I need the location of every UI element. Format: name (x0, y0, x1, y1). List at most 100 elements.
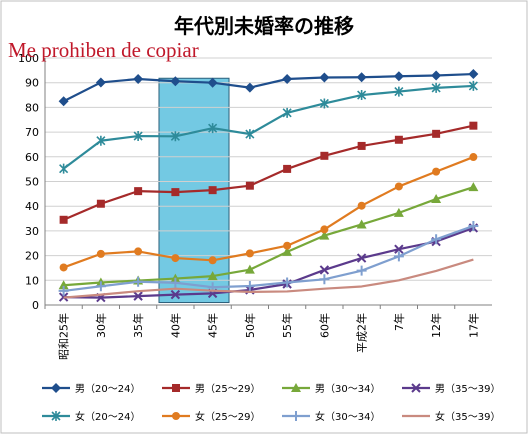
series-5 (59, 80, 478, 174)
data-point (208, 186, 217, 195)
series-7 (58, 220, 479, 296)
data-point (393, 207, 404, 217)
series-6 (59, 153, 478, 272)
legend-label: 男（20～24） (75, 383, 140, 395)
legend-item: 男（25～29） (162, 383, 260, 395)
y-tick-label: 100 (18, 52, 39, 65)
data-point (431, 234, 442, 245)
data-point (208, 123, 218, 134)
data-point (431, 82, 441, 93)
data-point (468, 182, 479, 192)
data-point (58, 96, 69, 107)
series-line (63, 124, 474, 221)
series-8 (63, 258, 474, 299)
y-tick-label: 80 (25, 101, 39, 114)
data-point (245, 249, 254, 258)
series-line (63, 72, 474, 103)
y-tick-label: 10 (25, 274, 39, 287)
data-point (319, 72, 330, 83)
x-tick-label: 50年 (243, 313, 257, 338)
data-point (319, 230, 330, 240)
data-point (356, 265, 367, 276)
data-point (282, 277, 293, 288)
data-point (58, 285, 69, 296)
data-point (96, 135, 106, 146)
legend-swatch-marker (411, 383, 421, 393)
watermark-overlay-text: Me prohiben de copiar (8, 38, 199, 62)
data-point (282, 107, 292, 118)
series-1 (58, 69, 479, 107)
chart-title: 年代別未婚率の推移 (174, 14, 354, 38)
data-point (319, 265, 330, 275)
data-point (245, 181, 254, 190)
data-point (59, 263, 68, 272)
legend-item: 女（35～39） (402, 410, 500, 423)
data-point (356, 253, 367, 263)
data-point (356, 72, 367, 83)
data-point (469, 153, 478, 162)
legend-swatch-marker (51, 411, 61, 421)
x-tick-label: 7年 (392, 313, 406, 331)
data-point (207, 77, 218, 88)
data-point (133, 276, 144, 287)
data-point (171, 188, 180, 197)
series-line (63, 186, 474, 287)
x-tick-label: 12年 (429, 313, 443, 338)
data-point (171, 254, 180, 263)
data-point (244, 82, 255, 93)
data-point (469, 121, 478, 130)
x-tick-label: 30年 (94, 313, 108, 338)
data-point (357, 90, 367, 101)
series-line (63, 258, 474, 299)
legend-item: 男（30～34） (282, 383, 380, 395)
series-line (63, 156, 474, 269)
data-point (431, 70, 442, 81)
data-point (393, 251, 404, 262)
data-point (95, 77, 106, 88)
y-tick-label: 90 (25, 77, 39, 90)
data-point (59, 215, 68, 224)
data-point (393, 71, 404, 82)
x-tick-label: 40年 (168, 313, 182, 338)
data-point (170, 289, 181, 300)
x-tick-label: 45年 (206, 313, 220, 338)
data-point (468, 69, 479, 80)
data-point (320, 225, 329, 234)
series-line (62, 84, 474, 170)
data-point (134, 247, 143, 256)
data-point (170, 277, 181, 288)
y-tick-label: 40 (25, 200, 39, 213)
data-point (282, 73, 293, 84)
legend-item: 女（25～29） (162, 410, 260, 423)
data-point (96, 199, 105, 208)
series-line (63, 226, 474, 299)
legend-item: 女（30～34） (282, 410, 380, 423)
data-point (319, 98, 329, 109)
legend-label: 女（20～24） (75, 410, 140, 423)
data-point (283, 164, 292, 173)
data-point (208, 256, 217, 265)
x-tick-label: 35年 (131, 313, 145, 338)
legend-swatch-marker (172, 412, 180, 420)
data-point (432, 167, 441, 176)
data-point (282, 246, 293, 256)
data-point (394, 182, 403, 191)
legend-label: 男（35～39） (435, 383, 500, 395)
data-point (133, 291, 143, 301)
data-point (134, 187, 143, 196)
legend-item: 男（20～24） (42, 383, 140, 395)
legend-item: 男（35～39） (402, 383, 500, 395)
data-point (244, 280, 255, 291)
data-point (58, 280, 69, 290)
data-point (133, 131, 143, 142)
legend-swatch-marker (172, 384, 180, 392)
data-point (431, 194, 442, 204)
legend-label: 男（25～29） (195, 383, 260, 395)
data-point (357, 141, 366, 150)
data-point (283, 241, 292, 250)
legend-swatch-marker (291, 411, 301, 421)
legend-swatch-marker (291, 383, 301, 392)
x-tick-label: 平成2年 (355, 313, 369, 353)
